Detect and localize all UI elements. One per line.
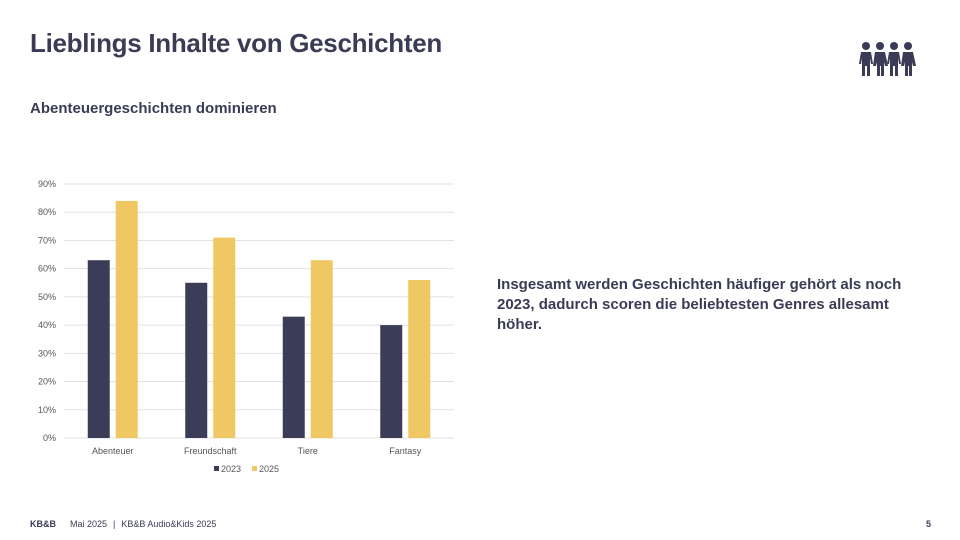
chart-subtitle: Abenteuergeschichten dominieren (30, 100, 277, 117)
insight-text: Insgesamt werden Geschichten häufiger ge… (497, 276, 902, 333)
footer-source: KB&B Audio&Kids 2025 (121, 519, 217, 529)
y-tick-label: 50% (38, 292, 56, 302)
footer-logo: KB&B (30, 519, 56, 529)
legend-label: 2023 (221, 464, 241, 474)
y-tick-label: 20% (38, 377, 56, 387)
bar-2023-freundschaft (185, 282, 208, 438)
family-icon (859, 42, 916, 76)
bar-2023-tiere (282, 316, 305, 438)
y-tick-label: 70% (38, 235, 56, 245)
x-category-label: Abenteuer (92, 446, 134, 456)
bar-2025-abenteuer (115, 200, 138, 438)
bar-2025-freundschaft (213, 237, 236, 438)
y-tick-label: 60% (38, 264, 56, 274)
bar-chart: 0% 10% 20% 30% 40% 50% 60% 70% 80% 90% Abenteuer Fr… (24, 172, 464, 482)
chart-canvas: 0% 10% 20% 30% 40% 50% 60% 70% 80% 90% Abenteuer Fr… (38, 179, 454, 474)
legend-swatch (214, 466, 219, 471)
y-tick-label: 90% (38, 179, 56, 189)
y-tick-label: 0% (43, 433, 56, 443)
bar-2023-fantasy (380, 325, 403, 438)
x-category-label: Freundschaft (184, 446, 237, 456)
footer-separator: | (113, 519, 116, 529)
x-category-label: Fantasy (389, 446, 422, 456)
y-tick-label: 40% (38, 320, 56, 330)
y-tick-label: 10% (38, 405, 56, 415)
page-number: 5 (925, 519, 931, 529)
y-tick-label: 30% (38, 348, 56, 358)
bar-2023-abenteuer (87, 260, 110, 438)
legend-label: 2025 (259, 464, 279, 474)
footer-date: Mai 2025 (70, 519, 108, 529)
bar-2025-fantasy (408, 279, 431, 438)
page-title: Lieblings Inhalte von Geschichten (30, 28, 442, 58)
legend-swatch (252, 466, 257, 471)
bar-2025-tiere (310, 260, 333, 438)
x-category-label: Tiere (298, 446, 318, 456)
footer: KB&B Mai 2025 | KB&B Audio&Kids 2025 (30, 519, 216, 529)
y-tick-label: 80% (38, 207, 56, 217)
